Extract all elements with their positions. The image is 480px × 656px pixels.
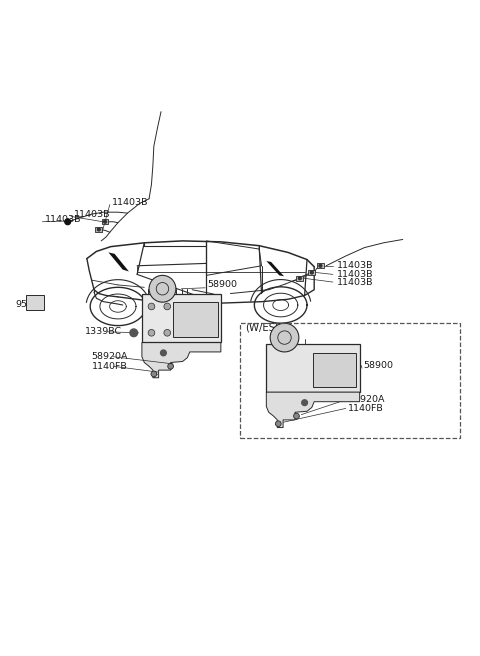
Text: (W/ESP): (W/ESP) [245, 322, 285, 332]
Polygon shape [266, 392, 360, 428]
Bar [102, 219, 108, 224]
Circle shape [276, 421, 281, 426]
Circle shape [319, 264, 322, 267]
Bar [173, 302, 218, 337]
Text: 1140FB: 1140FB [348, 404, 384, 413]
Polygon shape [108, 253, 129, 272]
Text: 58920A: 58920A [92, 352, 128, 361]
Text: 11403B: 11403B [336, 270, 373, 279]
Text: 95690: 95690 [15, 300, 45, 308]
Circle shape [148, 329, 155, 336]
Circle shape [299, 277, 301, 279]
Polygon shape [266, 261, 284, 276]
Text: 58920A: 58920A [348, 396, 384, 404]
Bar [297, 276, 303, 281]
Circle shape [168, 363, 173, 369]
Circle shape [130, 329, 138, 337]
Circle shape [148, 303, 155, 310]
Text: 11403B: 11403B [45, 215, 81, 224]
Text: 11403B: 11403B [73, 210, 110, 219]
Circle shape [97, 228, 100, 231]
Bar [266, 344, 360, 392]
Circle shape [151, 371, 157, 377]
Circle shape [164, 329, 170, 336]
Text: 11403B: 11403B [112, 198, 149, 207]
Circle shape [104, 220, 107, 223]
Text: 58900: 58900 [363, 361, 394, 370]
Circle shape [149, 276, 176, 302]
Bar [240, 323, 460, 438]
Circle shape [294, 413, 300, 419]
Circle shape [65, 219, 71, 224]
Bar [309, 270, 315, 275]
Circle shape [160, 350, 166, 356]
Bar [96, 227, 102, 232]
Text: 1339BC: 1339BC [84, 327, 121, 337]
Bar [317, 264, 324, 268]
Text: 1140FB: 1140FB [92, 362, 127, 371]
Text: 11403B: 11403B [336, 261, 373, 270]
Text: 58900: 58900 [207, 280, 238, 289]
Bar [25, 295, 44, 310]
Circle shape [270, 323, 299, 352]
Bar [313, 353, 356, 387]
Text: 11403B: 11403B [336, 277, 373, 287]
Circle shape [302, 400, 308, 405]
Circle shape [311, 271, 313, 274]
Circle shape [164, 303, 170, 310]
Bar [142, 295, 221, 342]
Polygon shape [142, 342, 221, 378]
